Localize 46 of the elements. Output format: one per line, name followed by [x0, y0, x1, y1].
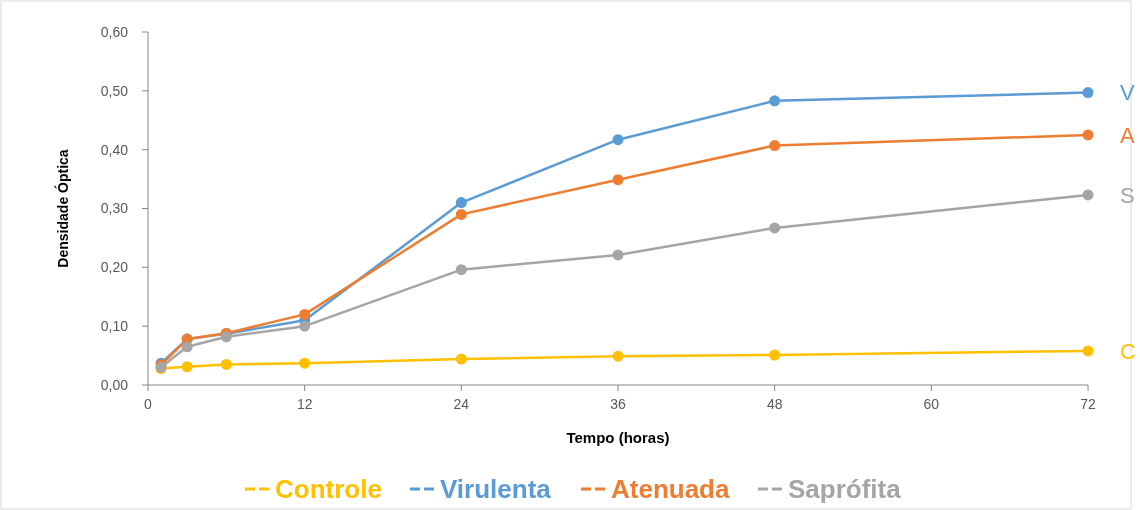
x-tick-label: 24 [453, 396, 470, 412]
point [612, 174, 624, 186]
point [181, 361, 193, 373]
point [299, 320, 311, 332]
text: C [1120, 338, 1136, 364]
x-tick-label: 0 [144, 396, 153, 412]
legend-label: Saprófita [788, 474, 902, 504]
x-tick-label: 48 [766, 396, 783, 412]
y-tick-label: 0,40 [100, 141, 129, 158]
point [455, 197, 467, 209]
point [455, 264, 467, 276]
text: A [1120, 122, 1135, 148]
legend-label: Controle [275, 474, 382, 504]
point [769, 349, 781, 361]
legend-label: Virulenta [440, 474, 552, 504]
x-tick-label: 60 [923, 396, 940, 412]
text: S [1120, 182, 1135, 208]
text: V [1120, 80, 1135, 106]
y-axis-title: Densidade Óptica [54, 149, 71, 268]
point [769, 140, 781, 152]
y-tick-label: 0,00 [100, 376, 129, 393]
y-tick-label: 0,60 [100, 23, 129, 40]
y-tick-label: 0,10 [100, 318, 129, 335]
point [769, 95, 781, 107]
x-tick-label: 12 [296, 396, 313, 412]
point [1082, 345, 1094, 357]
y-tick-label: 0,30 [100, 200, 129, 217]
x-tick-label: 36 [610, 396, 626, 412]
point [612, 350, 624, 362]
point [299, 308, 311, 320]
legend-label: Atenuada [611, 474, 730, 504]
y-tick-label: 0,50 [100, 82, 129, 99]
x-axis-title: Tempo (horas) [566, 429, 670, 446]
x-tick-label: 72 [1080, 396, 1096, 412]
point [1082, 129, 1094, 141]
point [769, 222, 781, 234]
point [1082, 189, 1094, 201]
point [612, 249, 624, 261]
point [455, 208, 467, 220]
y-tick-label: 0,20 [100, 259, 129, 276]
point [1082, 87, 1094, 99]
point [220, 358, 232, 370]
point [299, 357, 311, 369]
point [612, 134, 624, 146]
point [455, 353, 467, 365]
point [181, 341, 193, 353]
